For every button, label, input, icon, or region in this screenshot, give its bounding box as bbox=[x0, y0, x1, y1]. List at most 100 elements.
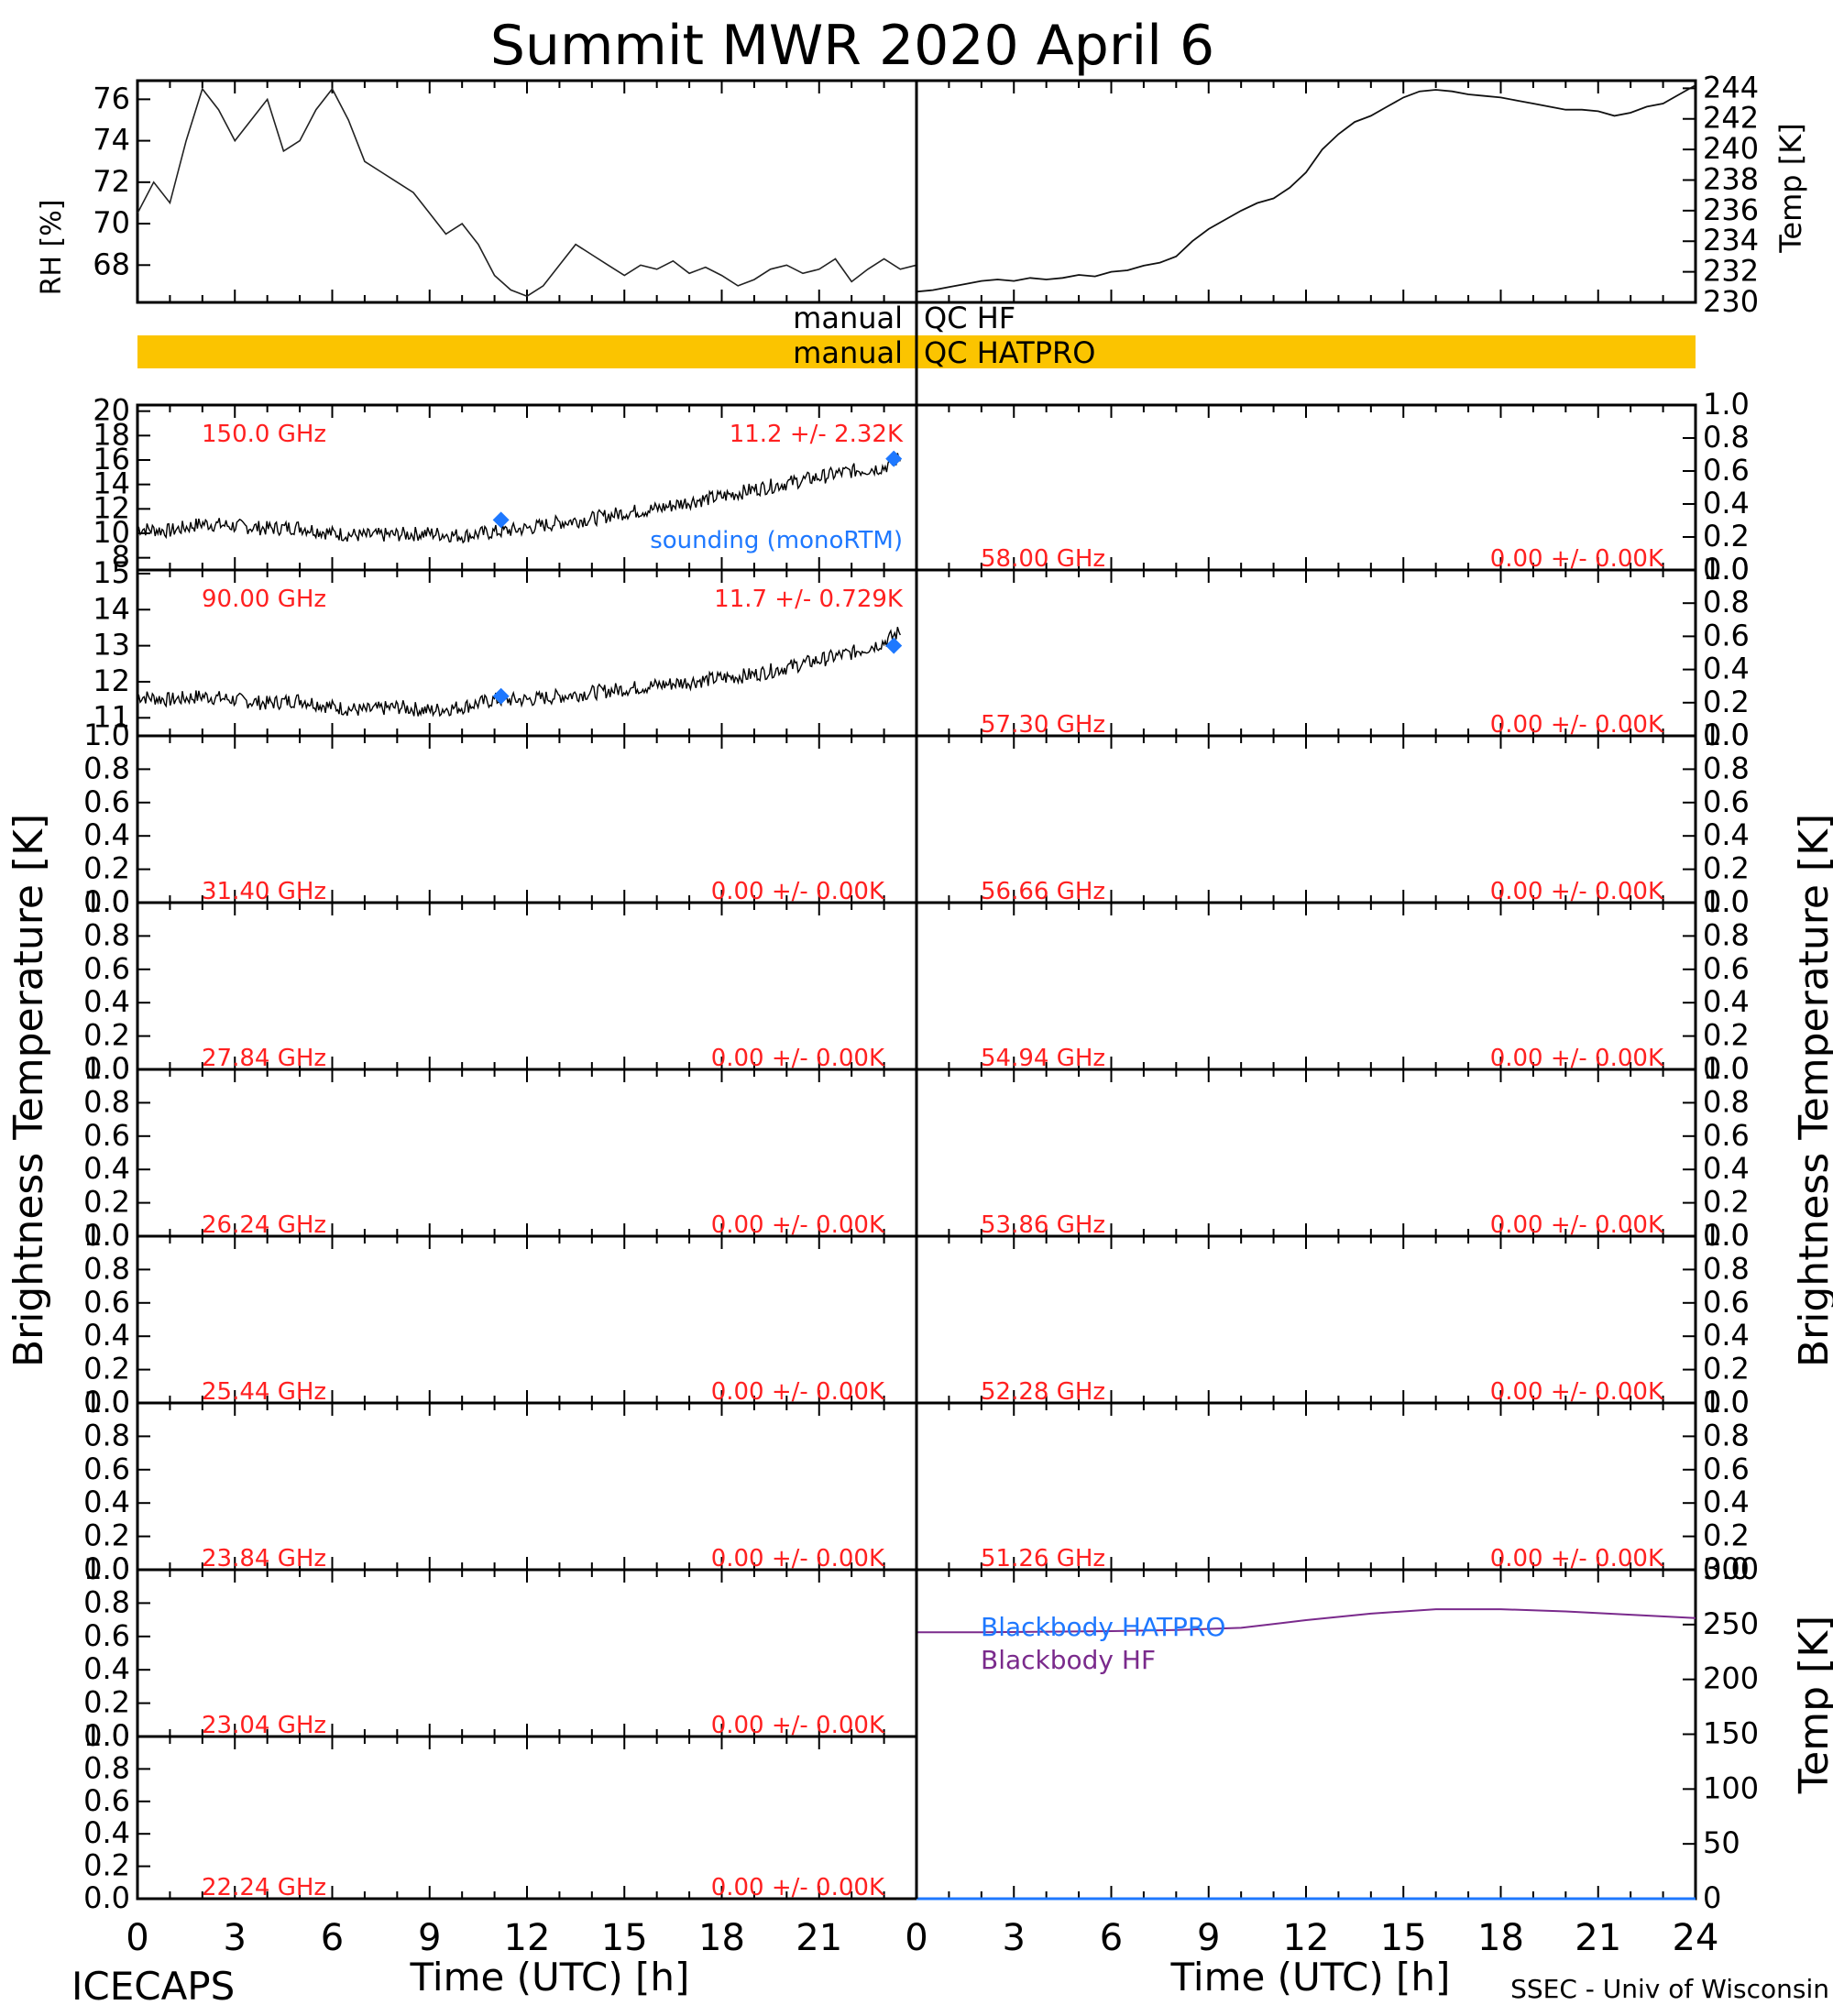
stat-label: 0.00 +/- 0.00K bbox=[1490, 711, 1664, 739]
y-tick-label: 11 bbox=[93, 699, 130, 734]
y-tick-label: 12 bbox=[93, 663, 130, 698]
y-tick-label: 0.8 bbox=[1703, 420, 1750, 455]
tb-series-line bbox=[137, 627, 901, 718]
panels-group: 6870727476230232234236238240242244810121… bbox=[83, 70, 1759, 1959]
y-tick-label: 1.0 bbox=[1703, 1385, 1750, 1419]
y-tick-label: 1.0 bbox=[1703, 387, 1750, 422]
x-tick-label: 6 bbox=[1100, 1917, 1123, 1959]
y-tick-label: 300 bbox=[1703, 1551, 1759, 1586]
y-tick-label: 18 bbox=[93, 417, 130, 452]
y-tick-label: 0.0 bbox=[1703, 718, 1750, 752]
y-tick-label: 0.0 bbox=[1703, 1551, 1750, 1586]
y-tick-label: 1.0 bbox=[1703, 718, 1750, 752]
qc-hf-label-right: QC HF bbox=[924, 301, 1015, 335]
frequency-label: 52.28 GHz bbox=[981, 1378, 1105, 1406]
y-tick-label: 1.0 bbox=[1703, 552, 1750, 586]
stat-label: 0.00 +/- 0.00K bbox=[1490, 545, 1664, 573]
y-tick-label: 0.2 bbox=[83, 851, 130, 886]
y-tick-label: 0.8 bbox=[1703, 917, 1750, 952]
y-tick-label: 0.6 bbox=[1703, 453, 1750, 488]
legend-blackbody-hf: Blackbody HF bbox=[981, 1645, 1156, 1675]
y-tick-label: 0.4 bbox=[83, 1318, 130, 1353]
stat-label: 0.00 +/- 0.00K bbox=[711, 1712, 885, 1739]
y-tick-label: 1.0 bbox=[83, 718, 130, 752]
y-tick-label: 0.6 bbox=[1703, 618, 1750, 652]
y-tick-label: 0.8 bbox=[83, 1418, 130, 1452]
y-tick-label: 0.4 bbox=[83, 1485, 130, 1519]
sounding-point bbox=[492, 511, 510, 529]
frequency-label: 53.86 GHz bbox=[981, 1211, 1105, 1239]
y-tick-label: 0.8 bbox=[1703, 585, 1750, 619]
frequency-label: 23.04 GHz bbox=[202, 1712, 326, 1739]
stat-label: 0.00 +/- 0.00K bbox=[711, 1874, 885, 1901]
sounding-point bbox=[885, 637, 903, 654]
y-tick-label: 0.6 bbox=[1703, 1452, 1750, 1486]
y-tick-label: 0.8 bbox=[1703, 1084, 1750, 1119]
y-tick-label: 1.0 bbox=[83, 1551, 130, 1586]
y-tick-label: 234 bbox=[1703, 223, 1759, 257]
x-tick-label: 0 bbox=[126, 1917, 148, 1959]
y-tick-label: 74 bbox=[93, 123, 130, 158]
x-tick-label: 21 bbox=[1575, 1917, 1621, 1959]
sounding-point bbox=[492, 687, 510, 705]
rh-panel bbox=[136, 79, 918, 304]
y-tick-label: 0.2 bbox=[1703, 851, 1750, 886]
y-tick-label: 0.4 bbox=[1703, 1485, 1750, 1519]
stat-label: 0.00 +/- 0.00K bbox=[711, 878, 885, 905]
y-tick-label: 0.2 bbox=[83, 1185, 130, 1220]
y-tick-label: 238 bbox=[1703, 161, 1759, 196]
tb-right-axis-label: Brightness Temperature [K] bbox=[1791, 814, 1833, 1367]
x-tick-label: 3 bbox=[1003, 1917, 1026, 1959]
y-tick-label: 14 bbox=[93, 591, 130, 626]
y-tick-label: 0.0 bbox=[83, 1718, 130, 1753]
y-tick-label: 0.6 bbox=[83, 784, 130, 819]
y-tick-label: 0.0 bbox=[83, 1218, 130, 1253]
frequency-label: 31.40 GHz bbox=[202, 878, 326, 905]
y-tick-label: 200 bbox=[1703, 1661, 1759, 1696]
y-tick-label: 0.2 bbox=[83, 1352, 130, 1386]
qc-hatpro-label-left: manual bbox=[793, 335, 903, 370]
frequency-label: 51.26 GHz bbox=[981, 1545, 1105, 1572]
y-tick-label: 0.4 bbox=[1703, 1151, 1750, 1186]
y-tick-label: 0.0 bbox=[83, 1051, 130, 1086]
y-tick-label: 10 bbox=[93, 515, 130, 550]
y-tick-label: 0.0 bbox=[1703, 884, 1750, 919]
x-tick-label: 15 bbox=[601, 1917, 648, 1959]
y-tick-label: 250 bbox=[1703, 1606, 1759, 1641]
y-tick-label: 1.0 bbox=[1703, 1051, 1750, 1086]
y-tick-label: 76 bbox=[93, 81, 130, 115]
y-tick-label: 0.6 bbox=[1703, 784, 1750, 819]
temp-series-line bbox=[916, 84, 1696, 293]
y-tick-label: 1.0 bbox=[83, 1051, 130, 1086]
y-tick-label: 0.8 bbox=[83, 1750, 130, 1785]
y-tick-label: 1.0 bbox=[1703, 1218, 1750, 1253]
y-tick-label: 0.2 bbox=[1703, 1018, 1750, 1053]
stat-label: 11.7 +/- 0.729K bbox=[714, 586, 904, 613]
qc-hatpro-label-right: QC HATPRO bbox=[924, 335, 1095, 370]
y-tick-label: 1.0 bbox=[83, 884, 130, 919]
x-tick-label: 15 bbox=[1380, 1917, 1427, 1959]
x-tick-label: 6 bbox=[321, 1917, 344, 1959]
y-tick-label: 0.2 bbox=[83, 1018, 130, 1053]
y-tick-label: 16 bbox=[93, 442, 130, 477]
frequency-label: 58.00 GHz bbox=[981, 545, 1105, 573]
frequency-label: 150.0 GHz bbox=[202, 421, 326, 448]
stat-label: 0.00 +/- 0.00K bbox=[711, 1211, 885, 1239]
stat-label: 0.00 +/- 0.00K bbox=[711, 1045, 885, 1072]
x-tick-label: 12 bbox=[504, 1917, 551, 1959]
x-axis-label-right: Time (UTC) [h] bbox=[1170, 1955, 1451, 2000]
y-tick-label: 0.0 bbox=[83, 1880, 130, 1915]
tb-series-line bbox=[137, 453, 901, 544]
y-tick-label: 0.0 bbox=[1703, 1051, 1750, 1086]
y-tick-label: 240 bbox=[1703, 131, 1759, 166]
y-tick-label: 236 bbox=[1703, 192, 1759, 227]
frequency-label: 26.24 GHz bbox=[202, 1211, 326, 1239]
y-tick-label: 0.6 bbox=[83, 951, 130, 986]
stat-label: 0.00 +/- 0.00K bbox=[711, 1545, 885, 1572]
frequency-label: 90.00 GHz bbox=[202, 586, 326, 613]
y-tick-label: 0.6 bbox=[1703, 1118, 1750, 1153]
rh-axis-label: RH [%] bbox=[36, 200, 68, 296]
temp-top-panel bbox=[915, 79, 1697, 304]
y-tick-label: 0.0 bbox=[83, 1551, 130, 1586]
x-tick-label: 9 bbox=[418, 1917, 441, 1959]
